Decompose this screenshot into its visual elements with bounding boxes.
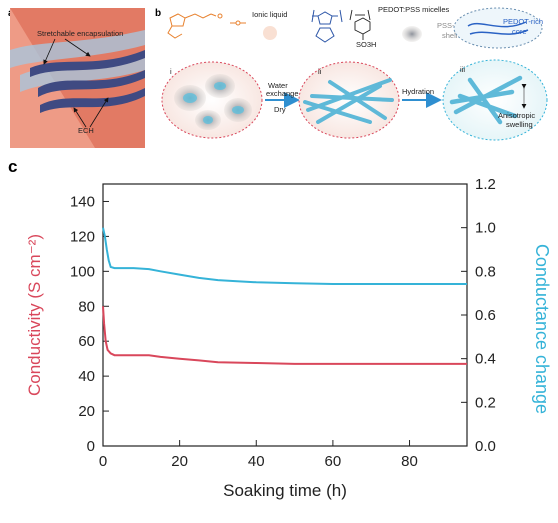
ionic-liquid-structure — [167, 13, 246, 39]
y-left-tick-label: 40 — [78, 368, 95, 385]
micelles-label: PEDOT:PSS micelles — [378, 5, 450, 14]
micelle-detail — [453, 7, 543, 49]
panel-b-letter: b — [155, 8, 161, 19]
series-line-conductance-change — [102, 227, 467, 285]
ech-arrow-1 — [73, 107, 87, 128]
state-iii-label: iii — [460, 65, 465, 74]
state-ii-label: ii — [318, 67, 322, 76]
y-left-tick-label: 0 — [87, 438, 95, 455]
x-tick-label: 20 — [171, 453, 188, 470]
ech-band-1 — [30, 50, 145, 77]
chart: 0 20 40 60 80 0 20 40 60 80 100 120 140 0.0 0.2 0.4 0.6 0… — [25, 176, 552, 500]
x-tick-label: 80 — [401, 453, 418, 470]
y-left-tick-label: 120 — [70, 228, 95, 245]
x-tick-label: 60 — [325, 453, 342, 470]
arrow1-line1: Water — [268, 81, 288, 90]
state-i-label: i — [170, 67, 172, 76]
y-left-tick-label: 60 — [78, 333, 95, 350]
y-right-tick-label: 0.6 — [475, 307, 496, 324]
panel-a: a Stretchable encapsulation ECH — [8, 8, 145, 148]
x-tick-label: 0 — [99, 453, 107, 470]
ionic-liquid-label: Ionic liquid — [252, 10, 287, 19]
swelling-line1: Anisotropic — [498, 111, 535, 120]
state-i-micelles — [174, 74, 252, 130]
arrow1-line2: exchange — [266, 89, 299, 98]
pedot-structure — [311, 9, 343, 43]
encapsulation-wave — [10, 30, 145, 68]
y-left-tick-label: 80 — [78, 298, 95, 315]
encapsulation-arrow-1 — [43, 38, 56, 65]
x-tick-label: 40 — [248, 453, 265, 470]
panel-c: c 0 20 40 60 80 0 20 40 60 80 100 120 140 0.0 0.2 0.4 0.… — [8, 157, 552, 500]
y-right-axis-label: Conductance change — [532, 244, 552, 414]
y-right-tick-label: 0.8 — [475, 263, 496, 280]
y-left-tick-label: 140 — [70, 193, 95, 210]
y-left-tick-label: 100 — [70, 263, 95, 280]
ech-band-3 — [40, 88, 145, 113]
shell-label-1: PSS-rich — [437, 21, 467, 30]
plot-frame — [102, 183, 468, 447]
ionic-liquid-swatch — [263, 26, 277, 40]
arrow2-label: Hydration — [402, 87, 434, 96]
x-axis-label: Soaking time (h) — [223, 481, 347, 500]
y-right-tick-label: 0.0 — [475, 438, 496, 455]
y-left-axis-label: Conductivity (S cm⁻²) — [25, 234, 44, 396]
ech-band-2 — [38, 70, 145, 97]
core-label-1: PEDOT-rich — [503, 17, 543, 26]
y-right-tick-label: 0.4 — [475, 351, 496, 368]
micelle-swatch — [402, 26, 422, 42]
ech-arrow-2 — [89, 97, 109, 128]
y-right-tick-label: 0.2 — [475, 394, 496, 411]
arrow1-line3: Dry — [274, 105, 286, 114]
panel-c-letter: c — [8, 157, 17, 176]
state-ii-fibers — [303, 78, 394, 124]
encapsulation-label: Stretchable encapsulation — [37, 29, 123, 38]
micelle-core-strands — [467, 21, 529, 35]
panel-b: b Ionic liquid SO3H PEDOT:PSS micell — [155, 5, 548, 141]
pss-structure — [349, 9, 371, 40]
ech-label: ECH — [78, 126, 94, 135]
so3h-label: SO3H — [356, 40, 376, 49]
state-iii-fibers — [449, 75, 523, 125]
y-right-tick-label: 1.2 — [475, 176, 496, 193]
encapsulation-arrow-2 — [64, 38, 91, 57]
series-line-conductivity — [102, 306, 467, 365]
core-label-2: core — [512, 27, 527, 36]
swelling-line2: swelling — [506, 120, 533, 129]
y-left-tick-label: 20 — [78, 403, 95, 420]
shell-label-2: shell — [442, 31, 458, 40]
y-right-tick-label: 1.0 — [475, 220, 496, 237]
